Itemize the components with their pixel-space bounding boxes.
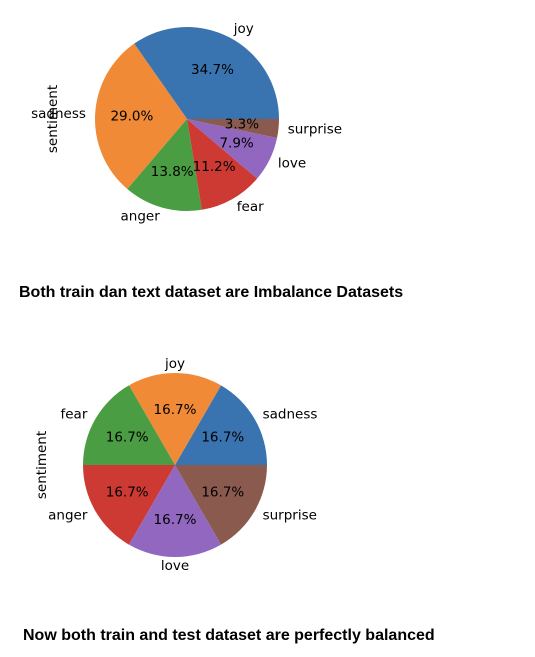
pie1-category-label-joy: joy bbox=[233, 21, 254, 37]
pie1-pct-label-fear: 11.2% bbox=[193, 159, 236, 175]
pie2-pct-label-surprise: 16.7% bbox=[201, 485, 244, 501]
pie2-slice-fear bbox=[83, 385, 175, 465]
pie1-pct-label-anger: 13.8% bbox=[151, 164, 194, 180]
pie1-category-label-love: love bbox=[278, 156, 306, 172]
pie-chart-imbalanced: 34.7% joy 29.0% sadness 13.8% anger 11.2% fear 7… bbox=[31, 21, 342, 225]
pie2-category-label-anger: anger bbox=[48, 508, 88, 524]
pie2-ylabel: sentiment bbox=[34, 431, 50, 499]
pie2-pct-label-joy: 16.7% bbox=[154, 402, 197, 418]
caption-balanced: Now both train and test dataset are perf… bbox=[23, 627, 435, 644]
pie2-pct-label-sadness: 16.7% bbox=[201, 429, 244, 445]
pie2-category-label-surprise: surprise bbox=[263, 508, 317, 524]
pie1-slice-surprise bbox=[187, 119, 279, 138]
pie2-slice-joy bbox=[129, 373, 221, 465]
pie2-pct-label-love: 16.7% bbox=[154, 512, 197, 528]
pie1-pct-label-sadness: 29.0% bbox=[110, 108, 153, 124]
pie1-slice-sadness bbox=[94, 43, 187, 190]
pie2-pct-label-anger: 16.7% bbox=[106, 485, 149, 501]
pie2-slice-surprise bbox=[175, 465, 267, 545]
pie1-slice-anger bbox=[127, 119, 202, 212]
pie1-slice-joy bbox=[134, 26, 279, 120]
caption-imbalanced: Both train dan text dataset are Imbalanc… bbox=[19, 284, 404, 301]
pie1-pct-label-joy: 34.7% bbox=[191, 62, 234, 78]
pie-chart-balanced: 16.7% sadness 16.7% joy 16.7% fear 16.7% anger 1… bbox=[34, 356, 318, 574]
pie1-pct-label-surprise: 3.3% bbox=[225, 117, 259, 133]
pie2-category-label-love: love bbox=[161, 558, 189, 574]
pie1-ylabel: sentiment bbox=[45, 85, 61, 153]
pie1-pct-label-love: 7.9% bbox=[219, 135, 253, 151]
pie2-slice-love bbox=[129, 465, 221, 557]
pie1-category-label-surprise: surprise bbox=[288, 122, 342, 138]
pie1-category-label-fear: fear bbox=[237, 199, 264, 215]
pie1-slice-love bbox=[187, 119, 278, 179]
pie2-pct-label-fear: 16.7% bbox=[106, 429, 149, 445]
pie1-slice-fear bbox=[187, 119, 258, 210]
pie2-slice-sadness bbox=[175, 385, 267, 465]
pie2-slice-anger bbox=[83, 465, 175, 545]
pie2-category-label-sadness: sadness bbox=[263, 406, 318, 422]
pie1-category-label-sadness: sadness bbox=[31, 106, 86, 122]
pie2-category-label-joy: joy bbox=[164, 356, 185, 372]
pie1-category-label-anger: anger bbox=[121, 209, 161, 225]
pie2-category-label-fear: fear bbox=[61, 406, 88, 422]
